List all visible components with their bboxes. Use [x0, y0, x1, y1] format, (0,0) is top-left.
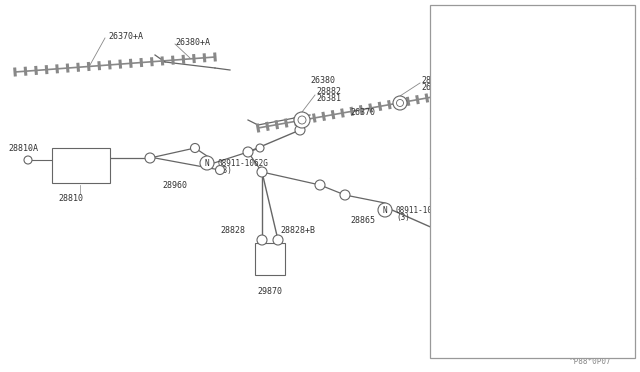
Text: 26380+A: 26380+A	[175, 38, 210, 46]
Text: (ASSIST): (ASSIST)	[451, 73, 488, 81]
Text: 28865: 28865	[350, 215, 375, 224]
Bar	[255, 243, 285, 275]
Circle shape	[295, 125, 305, 135]
Circle shape	[470, 297, 480, 307]
Circle shape	[145, 153, 155, 163]
Circle shape	[393, 96, 407, 110]
Text: 08911-1062G: 08911-1062G	[218, 158, 269, 167]
Text: 28875: 28875	[562, 266, 587, 275]
Circle shape	[455, 235, 465, 245]
Text: 29870: 29870	[257, 288, 282, 296]
Circle shape	[216, 166, 225, 174]
Circle shape	[243, 147, 253, 157]
Text: 28810A: 28810A	[8, 144, 38, 153]
Text: 28882: 28882	[421, 76, 446, 84]
Text: 28810: 28810	[58, 193, 83, 202]
Text: 28828+A: 28828+A	[435, 340, 470, 350]
Text: [0697-    ]: [0697- ]	[435, 183, 488, 192]
Circle shape	[200, 156, 214, 170]
Text: 26370: 26370	[350, 108, 375, 116]
Text: (3): (3)	[396, 212, 410, 221]
Text: (DRIVER): (DRIVER)	[572, 73, 609, 81]
Circle shape	[315, 180, 325, 190]
Bar	[52, 148, 110, 183]
Circle shape	[24, 156, 32, 164]
Circle shape	[257, 167, 267, 177]
Text: 26373: 26373	[518, 35, 542, 45]
Text: (3): (3)	[218, 166, 232, 174]
Circle shape	[256, 144, 264, 152]
Circle shape	[298, 116, 306, 124]
Text: N: N	[205, 158, 209, 167]
Text: (ASSIST): (ASSIST)	[451, 219, 488, 228]
Text: 26373M: 26373M	[576, 64, 604, 73]
Circle shape	[397, 99, 403, 106]
Text: 26373M: 26373M	[576, 211, 604, 219]
Text: 26373P: 26373P	[456, 64, 484, 73]
Text: 26370+A: 26370+A	[108, 32, 143, 41]
Text: [0395-0697]: [0395-0697]	[435, 13, 488, 22]
Text: 28828: 28828	[220, 225, 245, 234]
Text: 28828+B: 28828+B	[280, 225, 315, 234]
Text: (DRIVER): (DRIVER)	[572, 219, 609, 228]
Text: 28882: 28882	[316, 87, 341, 96]
Text: 26380: 26380	[310, 76, 335, 84]
Circle shape	[340, 190, 350, 200]
Text: 08911-1062G: 08911-1062G	[396, 205, 447, 215]
Circle shape	[191, 144, 200, 153]
Text: 26381: 26381	[316, 93, 341, 103]
Bar	[430, 5, 635, 358]
Text: N: N	[383, 205, 387, 215]
Text: REFILLS-WIPER BLADE: REFILLS-WIPER BLADE	[435, 23, 527, 32]
Text: 26381: 26381	[421, 83, 446, 92]
Circle shape	[273, 235, 283, 245]
Circle shape	[456, 316, 464, 324]
Circle shape	[485, 265, 495, 275]
Text: 28960: 28960	[163, 180, 188, 189]
Circle shape	[378, 203, 392, 217]
Circle shape	[257, 235, 267, 245]
Text: ^P88*0P07: ^P88*0P07	[570, 357, 612, 366]
Circle shape	[450, 230, 460, 240]
Circle shape	[294, 112, 310, 128]
Text: REFILLS-WIPER BLADE: REFILLS-WIPER BLADE	[435, 196, 527, 205]
Text: 26373P: 26373P	[456, 211, 484, 219]
